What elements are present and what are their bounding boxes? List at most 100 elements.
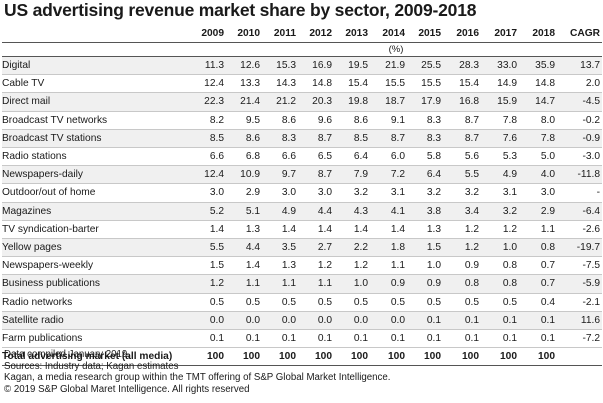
value-cell: 8.7 bbox=[368, 129, 405, 149]
column-header: 2014 bbox=[368, 26, 405, 43]
row-label: Farm publications bbox=[2, 329, 190, 349]
value-cell: 28.3 bbox=[441, 56, 479, 76]
value-cell: 3.4 bbox=[441, 202, 479, 221]
value-cell: 0.1 bbox=[479, 311, 517, 331]
value-cell: 6.0 bbox=[368, 147, 405, 167]
row-label: Direct mail bbox=[2, 92, 190, 112]
value-cell: 3.2 bbox=[405, 183, 441, 203]
value-cell: 8.6 bbox=[332, 111, 368, 130]
value-cell: 0.1 bbox=[260, 329, 296, 349]
table-row: Newspapers-daily 12.4 10.9 9.7 8.7 7.9 7.2 6.4 5… bbox=[2, 165, 602, 185]
header-label-cell bbox=[2, 26, 190, 43]
value-cell: 1.0 bbox=[332, 274, 368, 294]
value-cell: -2.6 bbox=[555, 220, 602, 240]
value-cell: 9.5 bbox=[224, 111, 260, 130]
value-cell: 6.6 bbox=[190, 147, 224, 167]
row-label: Radio stations bbox=[2, 147, 190, 167]
value-cell: 1.2 bbox=[190, 274, 224, 294]
value-cell: 0.0 bbox=[332, 311, 368, 331]
value-cell: 17.9 bbox=[405, 92, 441, 112]
value-cell: 7.9 bbox=[332, 165, 368, 185]
value-cell: 1.2 bbox=[441, 220, 479, 240]
value-cell: 4.1 bbox=[368, 202, 405, 221]
value-cell: 1.2 bbox=[296, 256, 332, 276]
value-cell: 12.4 bbox=[190, 165, 224, 185]
value-cell: 8.7 bbox=[296, 165, 332, 185]
row-label: Digital bbox=[2, 56, 190, 76]
value-cell: 12.4 bbox=[190, 74, 224, 94]
table-row: Magazines 5.2 5.1 4.9 4.4 4.3 4.1 3.8 3.4 3.2 2.9-… bbox=[2, 202, 602, 221]
value-cell: 1.3 bbox=[405, 220, 441, 240]
value-cell: 0.4 bbox=[517, 293, 555, 312]
value-cell: 1.1 bbox=[224, 274, 260, 294]
value-cell: 0.0 bbox=[368, 311, 405, 331]
unit-row: (%) bbox=[2, 42, 602, 57]
value-cell: 0.1 bbox=[296, 329, 332, 349]
value-cell: 10.9 bbox=[224, 165, 260, 185]
value-cell: 6.5 bbox=[296, 147, 332, 167]
footnotes: Data compiled January 2019. Sources: Indu… bbox=[4, 349, 390, 395]
value-cell: 0.1 bbox=[517, 329, 555, 349]
value-cell: 0.8 bbox=[479, 256, 517, 276]
value-cell: 8.3 bbox=[405, 111, 441, 130]
row-label: Business publications bbox=[2, 274, 190, 294]
total-label: Total advertising market (all media) bbox=[2, 347, 190, 367]
value-cell: 0.1 bbox=[517, 311, 555, 331]
value-cell: 9.7 bbox=[260, 165, 296, 185]
value-cell: 5.0 bbox=[517, 147, 555, 167]
column-header: 2016 bbox=[441, 26, 479, 43]
table-row: Cable TV 12.4 13.3 14.3 14.8 15.4 15.5 15.5 15.4… bbox=[2, 74, 602, 94]
value-cell: 5.3 bbox=[479, 147, 517, 167]
value-cell: -7.5 bbox=[555, 256, 602, 276]
table-row: Radio stations 6.6 6.8 6.6 6.5 6.4 6.0 5.8 5.6 5.… bbox=[2, 147, 602, 167]
footnote-line: Sources: Industry data; Kagan estimates bbox=[4, 360, 179, 372]
value-cell: 4.0 bbox=[517, 165, 555, 185]
value-cell: 1.1 bbox=[260, 274, 296, 294]
value-cell: 16.9 bbox=[296, 56, 332, 76]
value-cell: 21.9 bbox=[368, 56, 405, 76]
value-cell: 16.8 bbox=[441, 92, 479, 112]
value-cell: 9.1 bbox=[368, 111, 405, 130]
value-cell: 1.5 bbox=[190, 256, 224, 276]
total-value-cell: 100 bbox=[296, 347, 332, 367]
value-cell: 1.1 bbox=[296, 274, 332, 294]
market-share-table: 2009 2010 2011 2012 2013 2014 2015 2016 2017 2018… bbox=[2, 26, 602, 367]
value-cell: 18.7 bbox=[368, 92, 405, 112]
value-cell: 3.2 bbox=[441, 183, 479, 203]
value-cell: 5.5 bbox=[441, 165, 479, 185]
value-cell: 13.7 bbox=[555, 56, 602, 76]
value-cell: 3.0 bbox=[260, 183, 296, 203]
total-value-cell: 100 bbox=[405, 347, 441, 367]
value-cell: - bbox=[555, 183, 602, 203]
value-cell: 0.8 bbox=[517, 238, 555, 258]
value-cell: 0.0 bbox=[296, 311, 332, 331]
column-header: 2012 bbox=[296, 26, 332, 43]
value-cell: 9.6 bbox=[296, 111, 332, 130]
value-cell: 19.5 bbox=[332, 56, 368, 76]
value-cell: 1.0 bbox=[405, 256, 441, 276]
value-cell: 1.4 bbox=[332, 220, 368, 240]
value-cell: 8.5 bbox=[190, 129, 224, 149]
row-label: Newspapers-daily bbox=[2, 165, 190, 185]
value-cell: 8.5 bbox=[332, 129, 368, 149]
value-cell: 0.5 bbox=[260, 293, 296, 312]
value-cell: 15.5 bbox=[405, 74, 441, 94]
row-label: Broadcast TV networks bbox=[2, 111, 190, 130]
value-cell: 1.2 bbox=[332, 256, 368, 276]
row-label: Yellow pages bbox=[2, 238, 190, 258]
value-cell: 3.1 bbox=[368, 183, 405, 203]
row-label: Broadcast TV stations bbox=[2, 129, 190, 149]
value-cell: 8.2 bbox=[190, 111, 224, 130]
value-cell: 0.1 bbox=[332, 329, 368, 349]
value-cell: 0.8 bbox=[441, 274, 479, 294]
value-cell: 8.0 bbox=[517, 111, 555, 130]
table-row: Farm publications 0.1 0.1 0.1 0.1 0.1 0.1 0.1 0.… bbox=[2, 329, 602, 349]
value-cell: 15.9 bbox=[479, 92, 517, 112]
value-cell: 13.3 bbox=[224, 74, 260, 94]
value-cell: 15.5 bbox=[368, 74, 405, 94]
value-cell: 6.8 bbox=[224, 147, 260, 167]
value-cell: 6.4 bbox=[332, 147, 368, 167]
value-cell: 0.0 bbox=[190, 311, 224, 331]
value-cell: 15.3 bbox=[260, 56, 296, 76]
